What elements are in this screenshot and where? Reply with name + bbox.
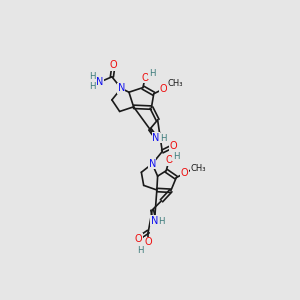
Text: N: N (152, 133, 160, 142)
Text: N: N (96, 77, 103, 87)
Text: H: H (89, 82, 96, 91)
Text: O: O (165, 155, 173, 165)
Text: O: O (110, 60, 117, 70)
Text: O: O (134, 233, 142, 244)
Text: CH₃: CH₃ (190, 164, 206, 173)
Text: O: O (159, 84, 167, 94)
Text: H: H (137, 246, 144, 255)
Text: O: O (141, 73, 149, 82)
Text: O: O (145, 237, 152, 248)
Text: H: H (89, 72, 96, 81)
Text: H: H (149, 69, 155, 78)
Text: O: O (181, 168, 189, 178)
Text: H: H (173, 152, 179, 160)
Text: N: N (151, 216, 158, 226)
Text: CH₃: CH₃ (168, 79, 183, 88)
Text: H: H (158, 217, 165, 226)
Text: N: N (118, 83, 125, 93)
Text: H: H (160, 134, 166, 143)
Text: O: O (169, 141, 177, 151)
Text: N: N (148, 159, 156, 169)
